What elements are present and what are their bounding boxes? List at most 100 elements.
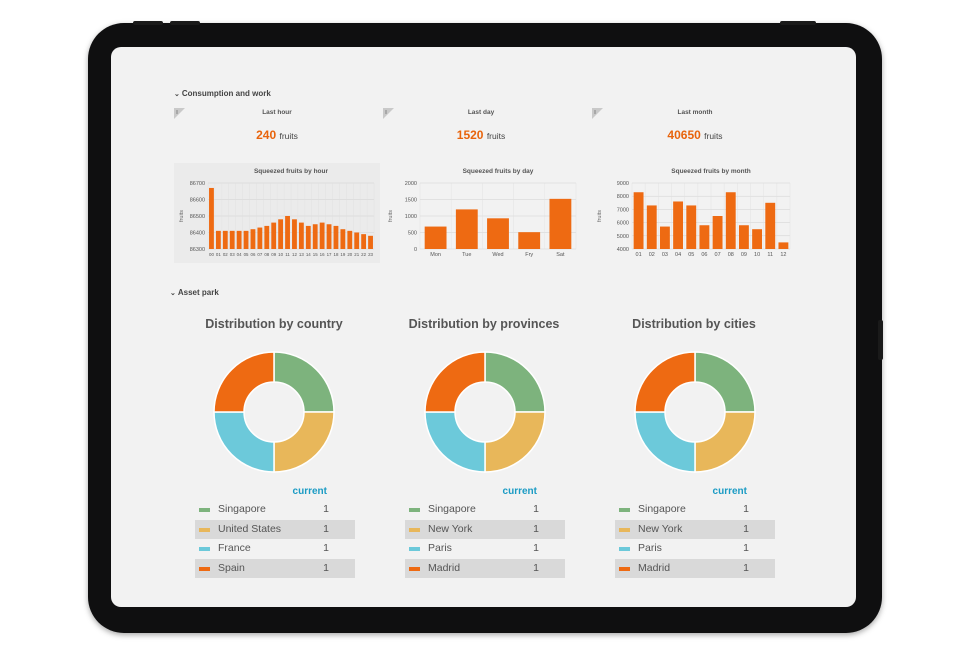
y-tick-label: 1500 — [405, 198, 417, 204]
x-tick-label: Sat — [556, 252, 565, 258]
legend-row[interactable]: Spain 1 — [195, 558, 355, 578]
stat-label: Last hour — [262, 109, 292, 116]
legend-row[interactable]: Madrid 1 — [405, 558, 565, 578]
bar — [236, 230, 242, 249]
stat-label: Last month — [677, 109, 713, 116]
x-tick-label: 02 — [649, 252, 655, 258]
legend-header: current — [502, 486, 537, 497]
y-axis-label: fruits — [179, 210, 185, 222]
x-tick-label: 09 — [741, 252, 747, 258]
bar — [487, 218, 509, 249]
x-tick-label: 19 — [340, 252, 345, 257]
x-tick-label: 04 — [237, 252, 242, 257]
drag-handle-icon[interactable] — [592, 106, 603, 119]
drag-handle-icon[interactable] — [174, 106, 185, 119]
bar — [738, 225, 749, 249]
donut-chart-cities — [634, 351, 756, 473]
bar — [752, 229, 763, 249]
donut-title-country: Distribution by country — [205, 317, 343, 331]
stat-value: 240 — [256, 128, 277, 142]
legend-row[interactable]: New York 1 — [615, 519, 775, 539]
legend-row[interactable]: France 1 — [195, 539, 355, 559]
legend-row[interactable]: Madrid 1 — [615, 558, 775, 578]
legend-swatch — [619, 547, 630, 551]
x-tick-label: 11 — [285, 252, 290, 257]
legend-value: 1 — [533, 561, 539, 574]
x-tick-label: 09 — [271, 252, 276, 257]
legend-swatch — [619, 508, 630, 512]
bar-chart-svg: Squeezed fruits by month fruits 4000 5000 60… — [597, 168, 791, 258]
x-tick-label: 12 — [292, 252, 297, 257]
donut-slice — [273, 411, 335, 473]
legend-swatch — [619, 527, 630, 532]
donut-slice — [694, 351, 756, 413]
bar — [455, 209, 478, 249]
legend-row[interactable]: Singapore 1 — [195, 500, 355, 520]
legend-swatch — [409, 527, 420, 532]
legend-row[interactable]: Singapore 1 — [615, 500, 775, 520]
bar — [686, 205, 697, 249]
section-consumption[interactable]: ⌄ Consumption and work — [174, 89, 271, 98]
x-tick-label: 12 — [780, 252, 786, 258]
donut-slice — [213, 351, 275, 413]
legend-row[interactable]: Paris 1 — [615, 539, 775, 559]
x-tick-label: 22 — [361, 252, 366, 257]
x-tick-label: 08 — [264, 252, 269, 257]
legend-row[interactable]: Singapore 1 — [405, 500, 565, 520]
legend-row[interactable]: New York 1 — [405, 519, 565, 539]
x-tick-label: 20 — [347, 252, 352, 257]
bar — [347, 230, 353, 249]
bar — [633, 192, 644, 249]
bar — [673, 201, 684, 249]
section-title-text: Consumption and work — [181, 89, 271, 98]
legend-swatch — [199, 547, 210, 551]
x-tick-label: Tue — [462, 252, 471, 258]
y-axis-label: fruits — [597, 210, 603, 222]
chart-title: Squeezed fruits by day — [463, 168, 534, 175]
legend-value: 1 — [743, 542, 749, 554]
legend-value: 1 — [323, 522, 329, 535]
legend-row[interactable]: United States 1 — [195, 519, 355, 539]
chevron-down-icon: ⌄ — [174, 91, 180, 98]
bar — [368, 235, 373, 249]
donut-svg — [634, 351, 756, 473]
bar — [271, 222, 277, 249]
bar — [646, 205, 657, 249]
x-tick-label: 21 — [354, 252, 359, 257]
x-tick-label: 18 — [334, 252, 339, 257]
donut-slice — [634, 351, 696, 413]
y-tick-label: 86500 — [190, 214, 205, 220]
stat-last-month: Last month 40650 fruits — [595, 109, 795, 142]
x-tick-label: 05 — [688, 252, 694, 258]
y-tick-label: 1000 — [405, 214, 417, 220]
bar-chart-svg: Squeezed fruits by hour fruits 86300 86400 8… — [179, 168, 375, 257]
stat-label: Last day — [467, 109, 495, 116]
legend-value: 1 — [533, 503, 539, 515]
x-tick-label: 05 — [244, 252, 249, 257]
bar — [319, 222, 325, 249]
drag-handle-icon[interactable] — [383, 106, 394, 119]
legend-swatch — [199, 508, 210, 512]
legend-row[interactable]: Paris 1 — [405, 539, 565, 559]
x-tick-label: 01 — [216, 252, 221, 257]
x-tick-label: Wed — [492, 252, 503, 258]
y-tick-label: 86300 — [190, 247, 205, 253]
section-asset-park[interactable]: ⌄ Asset park — [170, 288, 219, 297]
x-tick-label: 23 — [368, 252, 373, 257]
chart-fruits-by-day: Squeezed fruits by day fruits 0 500 1000 1500… — [383, 163, 589, 263]
bar — [243, 230, 249, 249]
chart-fruits-by-month: Squeezed fruits by month fruits 4000 5000 60… — [592, 163, 798, 263]
legend-label: France — [218, 542, 251, 554]
legend-label: Madrid — [638, 561, 671, 574]
stat-value: 1520 — [456, 128, 484, 142]
donut-title-cities: Distribution by cities — [632, 317, 756, 331]
x-tick-label: 06 — [251, 252, 256, 257]
x-tick-label: 06 — [701, 252, 707, 258]
legend-header: current — [712, 486, 747, 497]
bar — [712, 216, 723, 249]
x-tick-label: 00 — [209, 252, 214, 257]
bar — [333, 225, 339, 249]
stat-last-day: Last day 1520 fruits — [381, 109, 581, 142]
bar — [518, 232, 541, 249]
bar — [424, 226, 447, 249]
